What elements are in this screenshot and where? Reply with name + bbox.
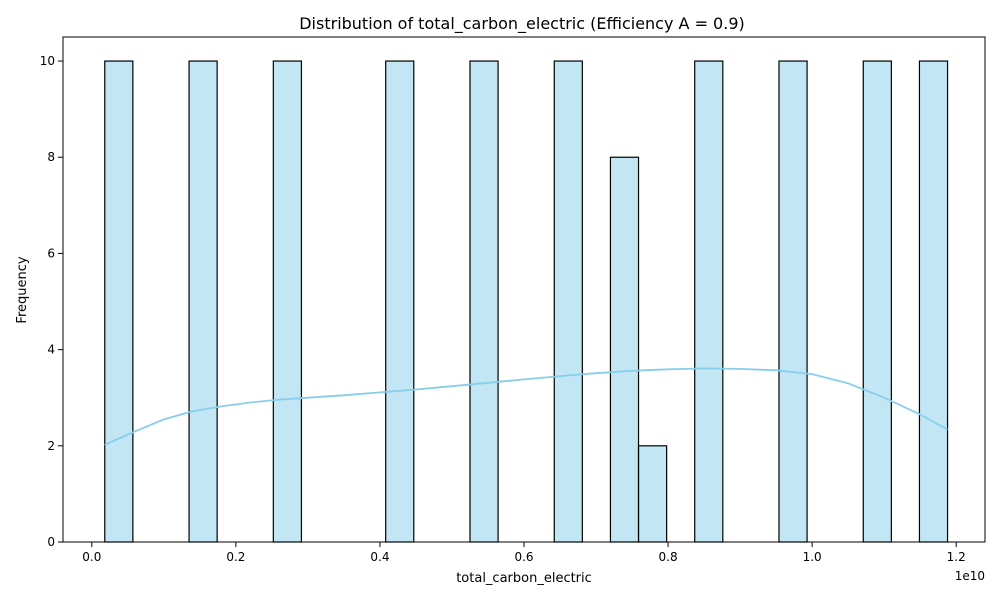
y-axis-ticks: 0 2 4 6 8 10 — [40, 54, 63, 549]
x-axis-scale-factor: 1e10 — [955, 569, 985, 583]
x-tick-label-3: 0.6 — [514, 550, 533, 564]
y-axis-label: Frequency — [15, 256, 30, 323]
x-axis-ticks: 0.0 0.2 0.4 0.6 0.8 1.0 1.2 — [82, 542, 966, 564]
histogram-bar-6 — [553, 60, 583, 543]
y-tick-label-2: 4 — [47, 343, 55, 357]
y-tick-label-0: 0 — [47, 535, 55, 549]
histogram-bar-3 — [272, 60, 303, 543]
histogram-bars — [104, 60, 949, 543]
kde-layer — [104, 367, 948, 446]
x-tick-label-4: 0.8 — [659, 550, 678, 564]
x-tick-label-6: 1.2 — [947, 550, 966, 564]
y-tick-label-5: 10 — [40, 54, 55, 68]
x-tick-label-0: 0.0 — [82, 550, 101, 564]
chart-title: Distribution of total_carbon_electric (E… — [299, 14, 745, 34]
x-tick-label-2: 0.4 — [370, 550, 389, 564]
x-tick-label-1: 0.2 — [226, 550, 245, 564]
y-tick-label-3: 6 — [47, 246, 55, 260]
histogram-bar-2 — [188, 60, 218, 543]
histogram-bar-8 — [637, 445, 668, 543]
x-tick-label-5: 1.0 — [803, 550, 822, 564]
histogram-bar-9 — [694, 60, 724, 543]
histogram-bar-12 — [918, 60, 949, 543]
kde-curve — [104, 367, 948, 446]
y-tick-label-1: 2 — [47, 439, 55, 453]
histogram-bar-4 — [385, 60, 415, 543]
histogram-bar-5 — [469, 60, 499, 543]
histogram-bar-10 — [778, 60, 808, 543]
histogram-bar-7 — [609, 156, 640, 543]
x-axis-label: total_carbon_electric — [456, 571, 592, 586]
histogram-bar-1 — [104, 60, 134, 543]
histogram-bar-11 — [862, 60, 892, 543]
y-tick-label-4: 8 — [47, 150, 55, 164]
